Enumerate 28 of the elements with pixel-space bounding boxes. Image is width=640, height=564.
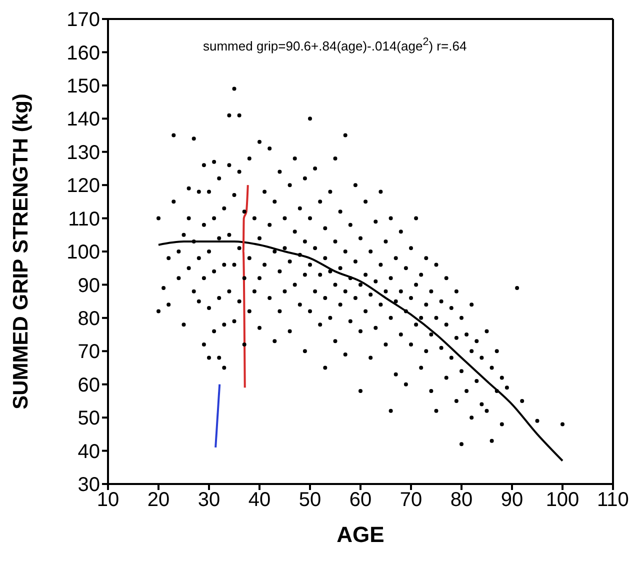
- y-axis-title: SUMMED GRIP STRENGTH (kg): [9, 94, 32, 410]
- y-tick-label: 100: [66, 242, 100, 264]
- y-tick-label: 80: [78, 308, 100, 330]
- x-tick-label: 110: [597, 489, 629, 512]
- y-tick-label: 50: [78, 408, 100, 430]
- x-axis-title: AGE: [336, 522, 384, 547]
- y-tick-label: 110: [68, 208, 100, 230]
- y-tick-label: 130: [66, 142, 100, 164]
- x-tick-label: 70: [400, 489, 422, 512]
- y-tick-label: 70: [78, 341, 100, 364]
- y-tick-label: 60: [78, 374, 100, 396]
- x-tick-label: 90: [500, 489, 524, 512]
- y-tick-label: 90: [78, 274, 100, 297]
- annotation: summed grip=90.6+.84(age)-.014(age$^{2}$) r=.64: [203, 36, 467, 54]
- x-tick-label: 60: [349, 489, 372, 512]
- y-tick-label: 40: [78, 440, 100, 463]
- y-tick-label: 160: [66, 42, 100, 64]
- y-tick-label: 120: [66, 175, 100, 198]
- x-tick-label: 80: [450, 489, 473, 512]
- y-tick-label: 150: [66, 76, 100, 98]
- x-tick-label: 20: [147, 489, 170, 512]
- x-tick-label: 40: [248, 489, 271, 512]
- x-tick-label: 50: [298, 489, 322, 512]
- x-tick-label: 30: [198, 489, 220, 512]
- y-tick-label: 140: [66, 108, 100, 131]
- x-tick-label: 100: [546, 489, 580, 512]
- line-series: [242, 184, 249, 389]
- y-tick-label: 170: [66, 9, 100, 32]
